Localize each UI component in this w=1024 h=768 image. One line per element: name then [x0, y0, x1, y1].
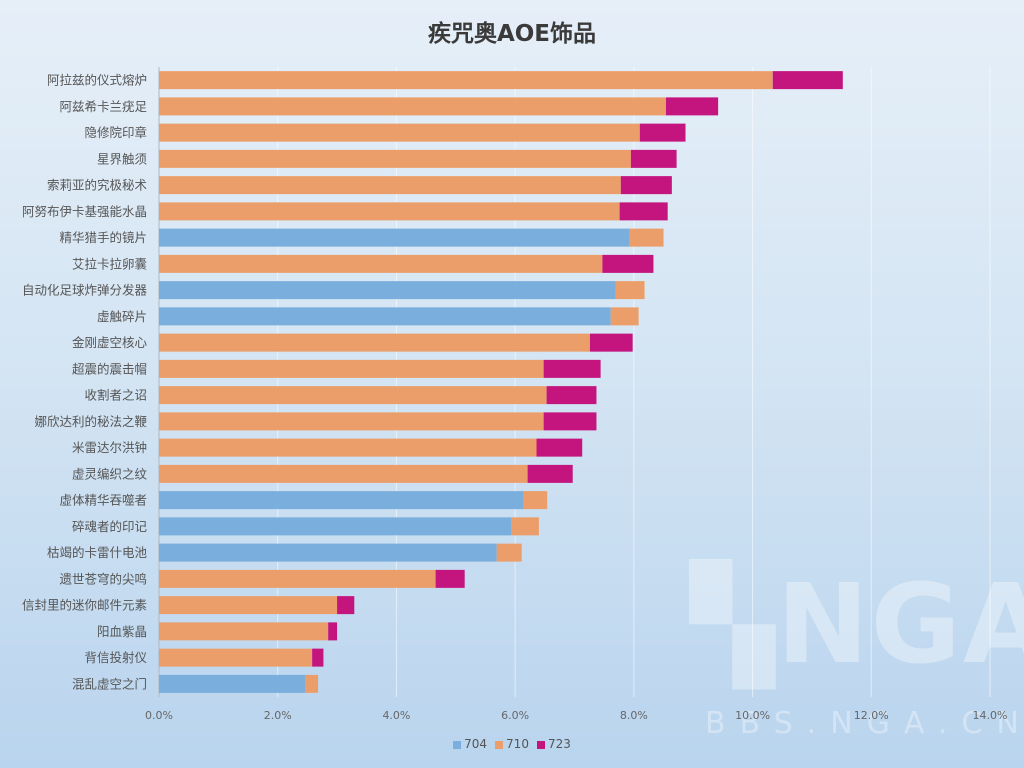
category-label: 遗世苍穹的尖鸣: [59, 571, 147, 586]
bar-723: [435, 569, 465, 588]
bar-704: [159, 543, 497, 562]
x-tick-label: 10.0%: [735, 709, 770, 722]
category-label: 混乱虚空之门: [72, 676, 147, 691]
bar-723: [772, 71, 843, 90]
category-label: 阿拉兹的仪式熔炉: [47, 73, 147, 88]
legend-item-710: 710: [495, 737, 529, 751]
bar-710: [159, 596, 338, 615]
category-label: 信封里的迷你邮件元素: [22, 598, 147, 613]
category-label: 自动化足球炸弹分发器: [22, 283, 148, 298]
chart-title: 疾咒奥AOE饰品: [427, 21, 597, 47]
legend-item-723: 723: [536, 737, 571, 751]
bar-723: [619, 202, 668, 221]
bar-710: [159, 176, 621, 195]
category-label: 隐修院印章: [84, 125, 147, 140]
bar-723: [543, 412, 597, 431]
bar-710: [159, 622, 329, 641]
category-label: 阿努布伊卡基强能水晶: [22, 204, 147, 219]
bar-710: [159, 333, 590, 352]
bar-710: [159, 149, 631, 168]
bar-710: [629, 228, 664, 247]
x-tick-label: 8.0%: [620, 709, 648, 722]
category-label: 虚灵编织之纹: [72, 466, 148, 481]
bar-710: [159, 202, 620, 221]
bar-710: [159, 464, 528, 483]
bar-723: [337, 596, 355, 615]
x-tick-label: 6.0%: [501, 709, 529, 722]
x-tick-label: 4.0%: [382, 709, 410, 722]
x-tick-label: 14.0%: [973, 709, 1008, 722]
bar-710: [615, 281, 645, 300]
legend-label: 710: [506, 737, 529, 751]
x-tick-label: 12.0%: [854, 709, 889, 722]
category-label: 娜欣达利的秘法之鞭: [34, 414, 147, 429]
bar-710: [159, 97, 666, 116]
bar-723: [602, 254, 654, 273]
category-label: 金刚虚空核心: [72, 335, 148, 350]
bar-710: [159, 569, 436, 588]
bar-710: [510, 517, 539, 536]
category-label: 阳血紫晶: [97, 624, 147, 639]
x-tick-label: 2.0%: [264, 709, 292, 722]
bar-710: [159, 412, 544, 431]
bar-710: [496, 543, 522, 562]
category-label: 虚触碎片: [97, 309, 147, 324]
bar-704: [159, 517, 511, 536]
bar-704: [159, 307, 611, 326]
bar-723: [536, 438, 583, 457]
legend-label: 723: [547, 737, 571, 751]
legend: 704 710 723: [0, 737, 1024, 751]
category-label: 超震的震击帽: [72, 361, 147, 376]
bar-710: [159, 438, 537, 457]
category-label: 精华猎手的镜片: [59, 230, 147, 245]
bar-710: [159, 359, 544, 378]
bar-710: [159, 123, 640, 142]
legend-swatch: [495, 740, 504, 749]
bar-723: [630, 149, 677, 168]
bar-704: [159, 491, 524, 510]
category-label: 艾拉卡拉卵囊: [72, 256, 147, 271]
category-label: 碎魂者的印记: [72, 519, 148, 534]
bar-723: [527, 464, 573, 483]
bar-723: [665, 97, 719, 116]
category-label: 背信投射仪: [84, 650, 147, 665]
category-label: 索莉亚的究极秘术: [47, 178, 148, 193]
legend-label: 704: [464, 737, 488, 751]
legend-swatch: [536, 740, 545, 749]
bar-710: [305, 674, 319, 693]
category-label: 收割者之诏: [84, 388, 147, 403]
bar-704: [159, 281, 616, 300]
category-label: 虚体精华吞噬者: [59, 493, 147, 508]
bar-710: [159, 648, 313, 667]
legend-item-704: 704: [453, 737, 487, 751]
bar-710: [159, 386, 547, 405]
bar-710: [159, 71, 773, 90]
bar-723: [312, 648, 324, 667]
bar-710: [159, 254, 603, 273]
legend-swatch: [453, 740, 462, 749]
bar-710: [523, 491, 548, 510]
category-label: 枯竭的卡雷什电池: [47, 545, 148, 560]
category-label: 米雷达尔洪钟: [72, 440, 147, 455]
category-label: 阿兹希卡兰疣足: [59, 99, 147, 114]
bar-723: [639, 123, 686, 142]
bar-704: [159, 674, 306, 693]
bar-710: [610, 307, 639, 326]
bar-723: [589, 333, 633, 352]
bar-723: [546, 386, 597, 405]
bar-723: [543, 359, 601, 378]
x-tick-label: 0.0%: [145, 709, 173, 722]
category-label: 星界触须: [97, 151, 148, 166]
bar-704: [159, 228, 630, 247]
bar-723: [620, 176, 672, 195]
bar-723: [328, 622, 338, 641]
